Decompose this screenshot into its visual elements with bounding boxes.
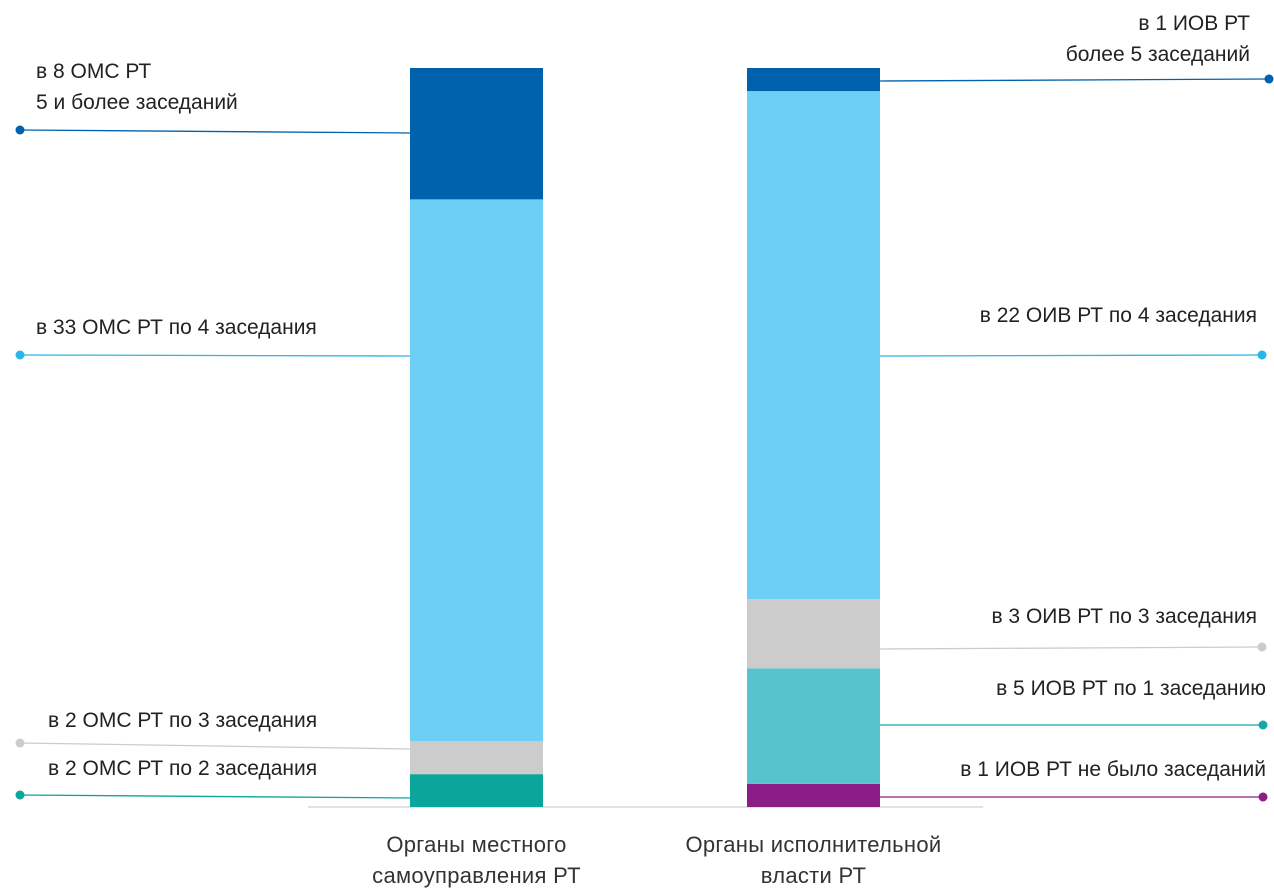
leader-dot-l_s3 (15, 738, 25, 748)
leader-dot-r_s4 (1257, 350, 1267, 360)
leader-dot-l_s4 (15, 350, 25, 360)
leader-dot-r_s5 (1264, 74, 1274, 84)
data-label-r_s3-line-0: в 3 ОИВ РТ по 3 заседания (991, 605, 1257, 628)
leader-dot-r_s0 (1258, 792, 1268, 802)
bar-segment-l_s5 (410, 68, 543, 200)
data-label-l_s5-line-0: в 8 ОМС РТ (36, 60, 151, 83)
category-label-1-line-0: Органы исполнительной (685, 832, 941, 857)
data-label-r_s5-line-0: в 1 ИОВ РТ (1138, 12, 1250, 35)
data-label-l_s5-line-1: 5 и более заседаний (36, 91, 238, 114)
data-label-r_s1-line-0: в 5 ИОВ РТ по 1 заседанию (996, 677, 1266, 700)
leader-dot-r_s3 (1257, 642, 1267, 652)
category-label-0-line-0: Органы местного (386, 832, 566, 857)
leader-dot-l_s5 (15, 125, 25, 135)
leader-line-r_s3 (879, 646, 1263, 650)
data-label-l_s3-line-0: в 2 ОМС РТ по 3 заседания (48, 709, 317, 732)
data-label-r_s0-line-0: в 1 ИОВ РТ не было заседаний (960, 758, 1266, 781)
bar-segment-l_s2 (410, 774, 543, 807)
data-label-r_s5-line-1: более 5 заседаний (1066, 43, 1250, 66)
leader-dot-l_s2 (15, 790, 25, 800)
bar-segment-r_s0 (747, 783, 880, 807)
leader-line-l_s5 (19, 129, 411, 134)
bar-segment-r_s4 (747, 91, 880, 600)
category-label-1-line-1: власти РТ (761, 863, 867, 888)
leader-line-l_s4 (19, 354, 411, 357)
leader-line-r_s4 (879, 354, 1263, 357)
bar-segment-r_s5 (747, 68, 880, 92)
data-label-r_s4-line-0: в 22 ОИВ РТ по 4 заседания (980, 304, 1257, 327)
bar-segment-l_s4 (410, 199, 543, 742)
bar-segment-r_s1 (747, 668, 880, 784)
bar-segment-l_s3 (410, 741, 543, 775)
data-label-l_s4-line-0: в 33 ОМС РТ по 4 заседания (36, 316, 317, 339)
leader-line-l_s3 (19, 742, 411, 750)
bar-segment-r_s3 (747, 599, 880, 669)
leader-line-l_s2 (19, 794, 411, 799)
leader-line-r_s5 (879, 78, 1270, 82)
leader-dot-r_s1 (1258, 720, 1268, 730)
category-label-0-line-1: самоуправления РТ (372, 863, 581, 888)
data-label-l_s2-line-0: в 2 ОМС РТ по 2 заседания (48, 757, 317, 780)
